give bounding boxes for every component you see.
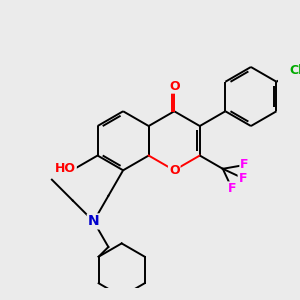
Text: Cl: Cl	[289, 64, 300, 77]
Text: F: F	[240, 158, 249, 172]
Text: HO: HO	[55, 162, 76, 175]
Text: F: F	[228, 182, 236, 195]
Text: O: O	[169, 164, 180, 177]
Text: O: O	[169, 80, 180, 93]
Text: F: F	[238, 172, 247, 185]
Text: N: N	[88, 214, 99, 228]
